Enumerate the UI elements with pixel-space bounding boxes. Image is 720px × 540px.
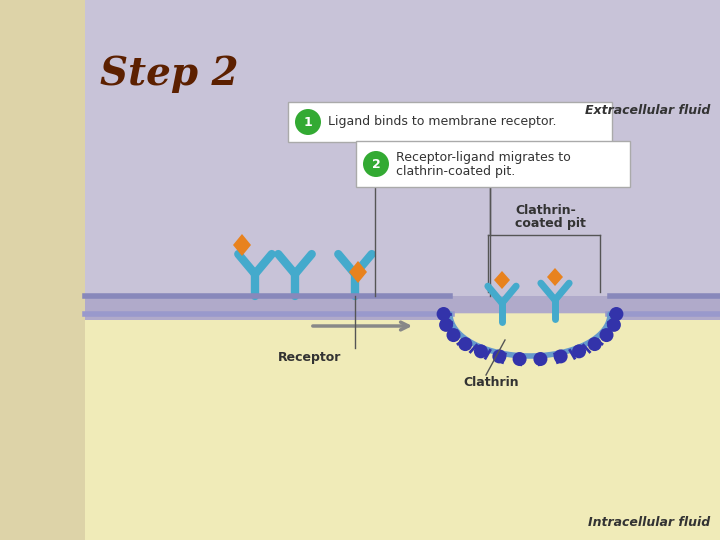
Circle shape (492, 349, 506, 363)
Polygon shape (85, 296, 720, 320)
Text: Clathrin-: Clathrin- (515, 204, 576, 217)
Text: coated pit: coated pit (515, 218, 586, 231)
Polygon shape (233, 234, 251, 256)
Circle shape (609, 307, 624, 321)
FancyBboxPatch shape (356, 141, 630, 187)
Text: Intracellular fluid: Intracellular fluid (588, 516, 710, 529)
Circle shape (439, 318, 453, 332)
Text: Receptor: Receptor (279, 350, 342, 363)
Polygon shape (450, 314, 610, 356)
Circle shape (474, 345, 488, 359)
Text: Ligand binds to membrane receptor.: Ligand binds to membrane receptor. (328, 116, 557, 129)
Circle shape (534, 352, 547, 366)
Circle shape (554, 349, 567, 363)
Circle shape (459, 337, 472, 351)
Circle shape (572, 345, 586, 359)
Text: Receptor-ligand migrates to: Receptor-ligand migrates to (396, 151, 571, 164)
Circle shape (295, 109, 321, 135)
Text: Extracellular fluid: Extracellular fluid (585, 104, 710, 117)
Polygon shape (85, 320, 720, 540)
Circle shape (607, 318, 621, 332)
Circle shape (436, 307, 451, 321)
Polygon shape (494, 271, 510, 289)
Polygon shape (85, 0, 720, 320)
Polygon shape (0, 0, 85, 540)
Polygon shape (349, 261, 367, 283)
Circle shape (513, 352, 526, 366)
Polygon shape (547, 268, 563, 286)
Text: 1: 1 (304, 116, 312, 129)
Circle shape (600, 328, 613, 342)
Text: 2: 2 (372, 158, 380, 171)
Circle shape (588, 337, 602, 351)
Circle shape (446, 328, 461, 342)
Text: Step 2: Step 2 (100, 55, 238, 93)
Circle shape (363, 151, 389, 177)
FancyBboxPatch shape (288, 102, 612, 142)
Text: Clathrin: Clathrin (463, 375, 518, 388)
Text: clathrin-coated pit.: clathrin-coated pit. (396, 165, 516, 178)
